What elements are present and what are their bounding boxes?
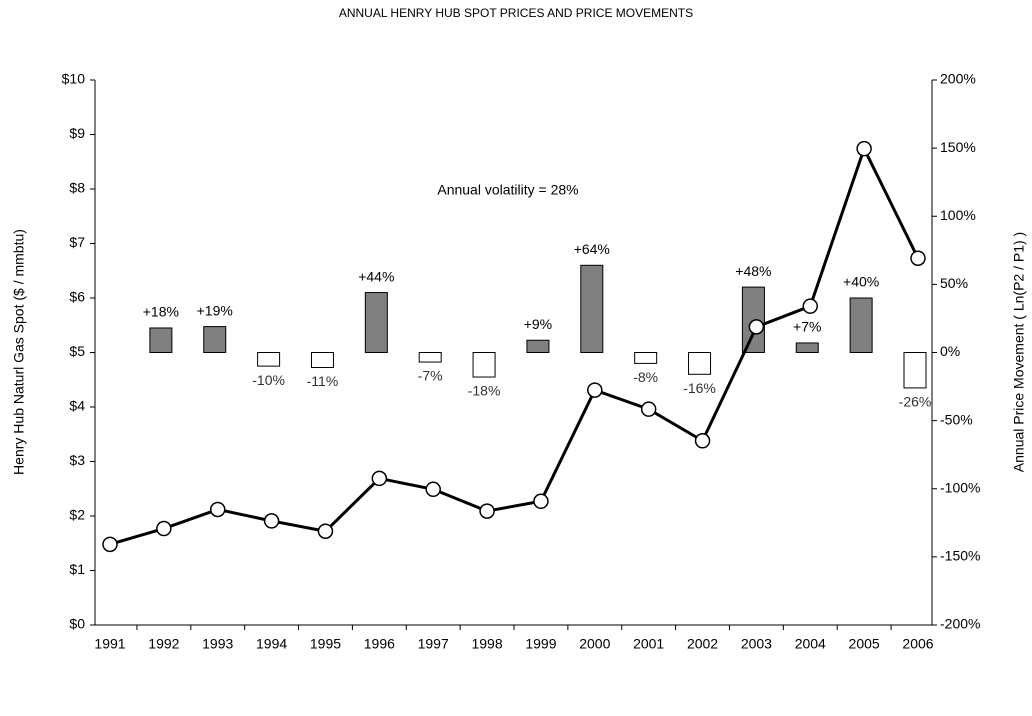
bar [418,352,442,363]
price-point [317,523,334,540]
value-label: -10% [252,372,285,388]
y2-tick-label: 150% [940,139,976,155]
y2-tick-label: -50% [940,411,973,427]
value-label: +40% [843,274,879,290]
bar [149,327,173,354]
annotation: Annual volatility = 28% [437,182,578,198]
x-tick-label: 2005 [849,636,880,652]
value-label: +7% [793,319,821,335]
x-tick-label: 2000 [579,636,610,652]
y-tick-label: $7 [69,234,85,250]
x-tick-label: 1999 [525,636,556,652]
value-label: -8% [633,369,658,385]
price-point [587,382,603,398]
y-axis-label: Henry Hub Naturl Gas Spot ($ / mmbtu) [11,229,27,475]
bar [849,297,873,353]
bar [472,352,496,378]
y2-tick-label: -200% [940,616,980,632]
price-point [694,433,711,449]
price-point [479,503,495,519]
y-tick-label: $6 [69,289,85,305]
y2-tick-label: 100% [940,207,976,223]
chart-title: ANNUAL HENRY HUB SPOT PRICES AND PRICE M… [339,6,693,20]
value-label: -18% [468,383,501,399]
x-tick-label: 2003 [741,636,772,652]
x-tick-label: 1991 [94,636,125,652]
x-tick-label: 1995 [310,636,341,652]
bar [257,352,281,367]
value-label: -16% [683,380,716,396]
value-label: +48% [735,263,771,279]
bar [203,326,227,353]
y2-tick-label: 0% [940,343,960,359]
x-tick-label: 1996 [364,636,395,652]
y2-axis-label: Annual Price Movement ( Ln(P2 / P1) ) [1011,232,1027,472]
price-point [209,501,226,518]
value-label: +19% [197,302,233,318]
price-point [425,481,441,498]
y-tick-label: $10 [62,71,86,87]
value-label: +64% [574,241,610,257]
bar [310,352,334,368]
y-tick-label: $3 [69,452,85,468]
y2-tick-label: 50% [940,275,968,291]
bar [526,339,550,353]
x-tick-label: 1998 [471,636,502,652]
price-point [371,470,388,487]
value-label: -11% [307,373,339,389]
price-point [910,250,926,266]
y-tick-label: $8 [69,180,85,196]
y2-tick-label: -150% [940,548,980,564]
bar [903,352,927,389]
price-point [856,140,872,157]
price-point [748,319,765,335]
x-tick-label: 2001 [633,636,664,652]
bar [795,342,819,353]
value-label: -7% [418,368,443,384]
y2-tick-label: -100% [940,479,980,495]
x-tick-label: 1994 [256,636,287,652]
y-tick-label: $1 [69,561,85,577]
y-tick-label: $4 [69,398,85,414]
value-label: -26% [899,394,932,410]
price-point [640,401,657,417]
y-tick-label: $2 [69,507,85,523]
y-tick-label: $9 [69,125,85,141]
price-point [802,298,819,314]
x-tick-label: 1992 [148,636,179,652]
price-point [156,520,172,537]
x-tick-label: 2002 [687,636,718,652]
y2-tick-label: 200% [940,71,976,87]
bar [634,352,658,364]
x-tick-label: 2004 [795,636,826,652]
bar [364,292,388,353]
price-point [102,536,118,553]
x-tick-label: 1997 [418,636,449,652]
price-point [263,513,280,529]
bar [688,352,712,375]
value-label: +18% [143,304,179,320]
value-label: +44% [358,268,394,284]
value-label: +9% [524,316,552,332]
y-tick-label: $5 [69,343,85,359]
x-tick-label: 2006 [902,636,933,652]
x-tick-label: 1993 [202,636,233,652]
price-line [109,144,920,546]
y-tick-label: $0 [69,616,85,632]
bar [580,264,604,353]
price-point [533,493,549,510]
